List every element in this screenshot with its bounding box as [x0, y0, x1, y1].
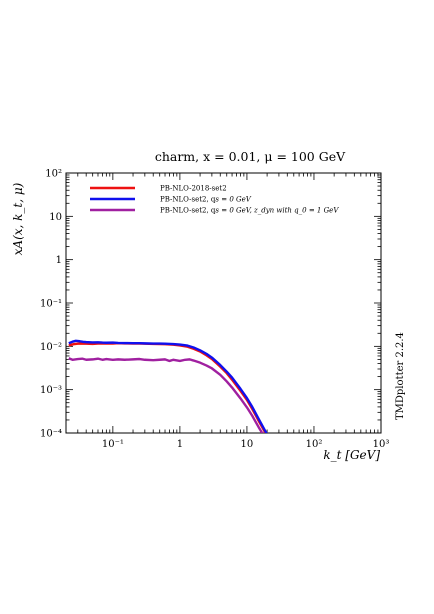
- chart-title: charm, x = 0.01, μ = 100 GeV: [155, 149, 346, 164]
- legend-label-main: PB-NLO-set2, q: [160, 196, 216, 204]
- pb-nlo-set2-qs0-zdyn-curve: [68, 357, 264, 433]
- y-tick-label: 10⁻²: [40, 342, 62, 353]
- y-tick-label: 10⁻³: [40, 385, 62, 396]
- axis-ticks: [65, 172, 382, 434]
- x-tick-label: 10⁻¹: [102, 439, 124, 450]
- data-curves: [68, 339, 268, 433]
- legend-label-main: PB-NLO-2018-set2: [160, 185, 227, 193]
- legend-label-extra: s = 0 GeV: [215, 196, 251, 204]
- y-tick-label: 10⁻¹: [40, 299, 62, 310]
- legend-label-extra: s = 0 GeV, z_dyn with q_0 = 1 GeV: [215, 207, 339, 215]
- y-tick-label: 10: [49, 212, 62, 223]
- tmdplotter-version-label: TMDplotter 2.2.4: [395, 332, 406, 420]
- y-axis-label: xA(x, k_t, μ): [11, 182, 25, 255]
- x-tick-label: 1: [177, 439, 183, 450]
- x-tick-label: 10³: [373, 439, 390, 450]
- legend-entry-pb-nlo-set2-qs0-zdyn-label: PB-NLO-set2, qs = 0 GeV, z_dyn with q_0 …: [160, 207, 339, 215]
- pb-nlo-2018-set2-curve: [68, 342, 267, 433]
- pb-nlo-set2-qs0-curve: [68, 339, 268, 433]
- y-tick-label: 10²: [45, 169, 62, 180]
- x-tick-label: 10²: [306, 439, 323, 450]
- y-tick-label: 10⁻⁴: [40, 429, 62, 440]
- legend-entry-pb-nlo-2018-set2-label: PB-NLO-2018-set2: [160, 185, 227, 193]
- axis-tick-labels: 10⁻¹ 1 10 10² 10³ 10⁻⁴ 10⁻³ 10⁻² 10⁻¹ 1 10 10²: [40, 169, 389, 451]
- x-axis-label: k_t [GeV]: [323, 448, 380, 462]
- legend-label-main: PB-NLO-set2, q: [160, 207, 216, 215]
- x-tick-label: 10: [241, 439, 254, 450]
- y-tick-label: 1: [56, 255, 62, 266]
- legend-entry-pb-nlo-set2-qs0-label: PB-NLO-set2, qs = 0 GeV: [160, 196, 252, 204]
